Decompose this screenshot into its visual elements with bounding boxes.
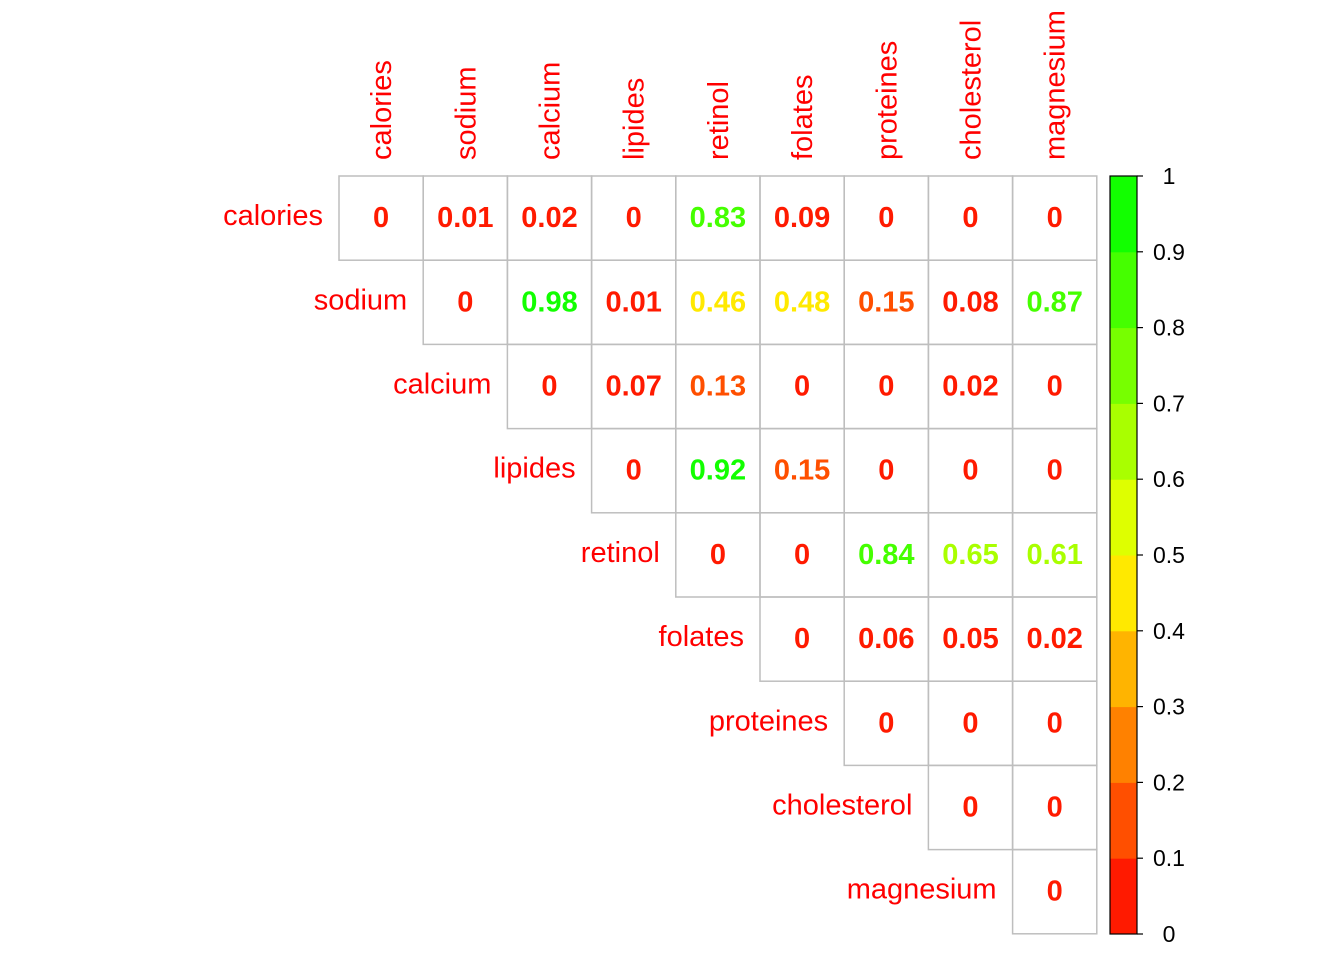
cell-value: 0	[1047, 455, 1063, 487]
column-label: magnesium	[1040, 10, 1072, 160]
cell-value: 0.07	[605, 371, 661, 403]
column-label: lipides	[619, 78, 651, 160]
cell-value: 0	[1047, 876, 1063, 908]
row-label: calcium	[393, 369, 491, 401]
row-label: lipides	[493, 453, 575, 485]
cell-value: 0.92	[690, 455, 746, 487]
cell-value: 0.02	[1026, 623, 1082, 655]
colorbar-tick-label: 0.7	[1153, 390, 1185, 416]
cell-value: 0	[962, 792, 978, 824]
cell-value: 0	[962, 455, 978, 487]
row-label: cholesterol	[772, 790, 912, 822]
cell-value: 0.02	[942, 371, 998, 403]
cell-value: 0	[794, 539, 810, 571]
row-label: sodium	[314, 284, 408, 316]
cell-value: 0	[710, 539, 726, 571]
colorbar-tick-label: 0	[1163, 921, 1176, 947]
cell-value: 0	[962, 707, 978, 739]
cell-value: 0.01	[437, 202, 493, 234]
cell-value: 0.09	[774, 202, 830, 234]
cell-value: 0	[1047, 371, 1063, 403]
column-label: retinol	[703, 81, 735, 160]
column-label: folates	[787, 75, 819, 160]
cell-value: 0.84	[858, 539, 914, 571]
column-label: sodium	[450, 67, 482, 161]
colorbar-segment	[1110, 327, 1137, 404]
cell-value: 0	[1047, 707, 1063, 739]
row-label: proteines	[709, 705, 828, 737]
cell-value: 0	[1047, 202, 1063, 234]
cell-value: 0.83	[690, 202, 746, 234]
row-label: magnesium	[847, 874, 997, 906]
cell-value: 0.46	[690, 286, 746, 318]
cell-value: 0.15	[858, 286, 914, 318]
colorbar-tick-label: 0.6	[1153, 466, 1185, 492]
cell-value: 0	[878, 371, 894, 403]
colorbar-tick-label: 0.2	[1153, 769, 1185, 795]
colorbar-tick-label: 0.3	[1153, 694, 1185, 720]
cell-value: 0.01	[605, 286, 661, 318]
colorbar-tick-label: 1	[1163, 163, 1176, 189]
row-label: calories	[223, 200, 323, 232]
colorbar-segment	[1110, 782, 1137, 859]
colorbar-tick-label: 0.1	[1153, 845, 1185, 871]
column-label: proteines	[871, 41, 903, 160]
cell-value: 0	[878, 202, 894, 234]
colorbar-segment	[1110, 176, 1137, 253]
cell-value: 0	[794, 623, 810, 655]
colorbar-segment	[1110, 251, 1137, 329]
cell-value: 0.08	[942, 286, 998, 318]
colorbar-segment	[1110, 630, 1137, 708]
colorbar-tick-label: 0.8	[1153, 315, 1185, 341]
colorbar-tick-label: 0.5	[1153, 542, 1185, 568]
cell-value: 0	[878, 707, 894, 739]
colorbar-segment	[1110, 858, 1137, 935]
colorbar-segment	[1110, 403, 1137, 480]
cell-value: 0	[962, 202, 978, 234]
cell-value: 0	[794, 371, 810, 403]
cell-value: 0.98	[521, 286, 577, 318]
colorbar-tick-label: 0.9	[1153, 239, 1185, 265]
cell-value: 0	[541, 371, 557, 403]
column-label: calories	[366, 60, 398, 160]
colorbar-segment	[1110, 555, 1137, 632]
cell-value: 0	[373, 202, 389, 234]
heatmap-cell	[1011, 848, 1098, 935]
cell-value: 0.13	[690, 371, 746, 403]
cell-value: 0.87	[1026, 286, 1082, 318]
row-label: folates	[659, 621, 744, 653]
column-label: calcium	[535, 62, 567, 160]
cell-value: 0.65	[942, 539, 998, 571]
row-label: retinol	[581, 537, 660, 569]
cell-value: 0.15	[774, 455, 830, 487]
colorbar-tick-label: 0.4	[1153, 618, 1185, 644]
cell-value: 0.61	[1026, 539, 1082, 571]
cell-value: 0.06	[858, 623, 914, 655]
cell-value: 0	[626, 202, 642, 234]
cell-value: 0	[1047, 792, 1063, 824]
column-label: cholesterol	[956, 20, 988, 160]
colorbar-segment	[1110, 706, 1137, 783]
cell-value: 0	[878, 455, 894, 487]
colorbar-segment	[1110, 479, 1137, 556]
cell-value: 0.48	[774, 286, 830, 318]
cell-value: 0	[457, 286, 473, 318]
cell-value: 0.05	[942, 623, 998, 655]
cell-value: 0	[626, 455, 642, 487]
cell-value: 0.02	[521, 202, 577, 234]
